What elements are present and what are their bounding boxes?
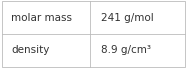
Text: 241 g/mol: 241 g/mol: [101, 13, 154, 23]
Text: density: density: [11, 45, 50, 55]
Text: 8.9 g/cm³: 8.9 g/cm³: [101, 45, 151, 55]
Text: molar mass: molar mass: [11, 13, 72, 23]
